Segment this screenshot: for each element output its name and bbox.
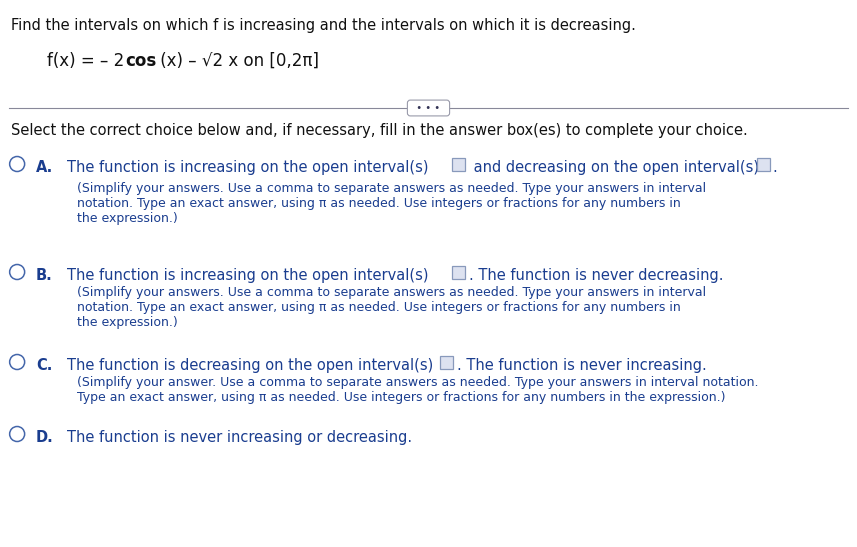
- Text: .: .: [773, 160, 777, 175]
- Text: the expression.): the expression.): [77, 212, 178, 225]
- FancyBboxPatch shape: [440, 356, 453, 369]
- Circle shape: [9, 265, 25, 280]
- Text: (Simplify your answers. Use a comma to separate answers as needed. Type your ans: (Simplify your answers. Use a comma to s…: [77, 182, 706, 195]
- Text: The function is never increasing or decreasing.: The function is never increasing or decr…: [67, 430, 412, 445]
- Text: (x) – √2 x on [0,2π]: (x) – √2 x on [0,2π]: [155, 52, 319, 70]
- Text: . The function is never decreasing.: . The function is never decreasing.: [469, 268, 723, 283]
- Text: C.: C.: [36, 358, 52, 373]
- FancyBboxPatch shape: [758, 158, 770, 171]
- Text: (Simplify your answer. Use a comma to separate answers as needed. Type your answ: (Simplify your answer. Use a comma to se…: [77, 376, 758, 389]
- Text: . The function is never increasing.: . The function is never increasing.: [457, 358, 706, 373]
- Text: notation. Type an exact answer, using π as needed. Use integers or fractions for: notation. Type an exact answer, using π …: [77, 301, 680, 314]
- Text: Type an exact answer, using π as needed. Use integers or fractions for any numbe: Type an exact answer, using π as needed.…: [77, 391, 726, 404]
- Text: cos: cos: [125, 52, 156, 70]
- Text: D.: D.: [36, 430, 54, 445]
- Text: f(x) = – 2: f(x) = – 2: [47, 52, 129, 70]
- Text: A.: A.: [36, 160, 53, 175]
- Circle shape: [9, 354, 25, 370]
- Circle shape: [9, 156, 25, 172]
- Text: Select the correct choice below and, if necessary, fill in the answer box(es) to: Select the correct choice below and, if …: [11, 123, 748, 138]
- Text: • • •: • • •: [411, 103, 446, 113]
- Text: B.: B.: [36, 268, 53, 283]
- Text: The function is increasing on the open interval(s): The function is increasing on the open i…: [67, 268, 428, 283]
- FancyBboxPatch shape: [452, 158, 465, 171]
- FancyBboxPatch shape: [452, 265, 465, 278]
- Text: notation. Type an exact answer, using π as needed. Use integers or fractions for: notation. Type an exact answer, using π …: [77, 197, 680, 210]
- Text: the expression.): the expression.): [77, 316, 178, 329]
- Text: The function is decreasing on the open interval(s): The function is decreasing on the open i…: [67, 358, 433, 373]
- Text: and decreasing on the open interval(s): and decreasing on the open interval(s): [469, 160, 758, 175]
- Circle shape: [9, 427, 25, 441]
- Text: Find the intervals on which f is increasing and the intervals on which it is dec: Find the intervals on which f is increas…: [11, 18, 636, 33]
- Text: The function is increasing on the open interval(s): The function is increasing on the open i…: [67, 160, 428, 175]
- Text: (Simplify your answers. Use a comma to separate answers as needed. Type your ans: (Simplify your answers. Use a comma to s…: [77, 286, 706, 299]
